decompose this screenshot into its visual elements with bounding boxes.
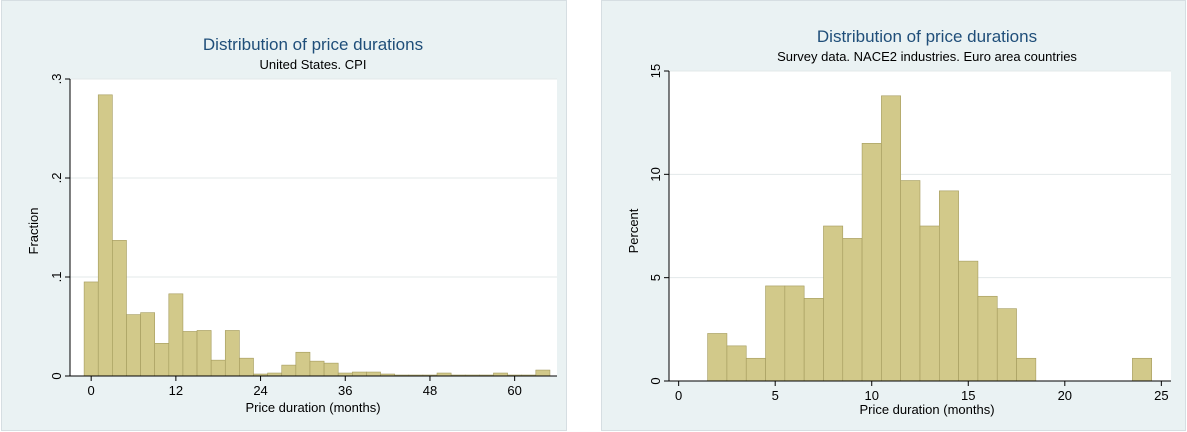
bar (1016, 357, 1037, 382)
bar (745, 357, 766, 382)
chart-title: Distribution of price durations (203, 35, 423, 54)
histogram-euro-survey: Distribution of price durations Survey d… (626, 27, 1171, 417)
bar (140, 312, 155, 377)
chart-panel-euro-survey: Distribution of price durations Survey d… (601, 0, 1186, 431)
bar (707, 333, 728, 382)
y-axis-label: Percent (626, 208, 641, 253)
bar (1132, 357, 1152, 382)
x-tick-label: 60 (507, 383, 521, 398)
y-axis-label: Fraction (26, 208, 41, 255)
bar (182, 331, 198, 377)
bar (726, 345, 747, 382)
chart-subtitle: United States. CPI (260, 57, 367, 72)
chart-subtitle: Survey data. NACE2 industries. Euro area… (777, 49, 1077, 64)
bar (352, 371, 367, 377)
chart-panel-us-cpi: Distribution of price durations United S… (1, 0, 567, 431)
bar (535, 369, 551, 377)
x-tick-label: 24 (253, 383, 267, 398)
bar (224, 330, 240, 377)
bar (919, 225, 940, 382)
x-tick-label: 15 (961, 388, 975, 403)
chart-title: Distribution of price durations (817, 27, 1037, 46)
bar (323, 362, 339, 377)
x-tick-label: 36 (338, 383, 352, 398)
bar (168, 293, 184, 377)
bar (784, 285, 805, 382)
histogram-us-cpi: Distribution of price durations United S… (26, 35, 557, 415)
bar (97, 94, 113, 377)
bar (295, 351, 311, 377)
y-tick-label: 0 (49, 372, 64, 379)
bar (842, 238, 863, 382)
bar (112, 240, 127, 377)
bar (83, 281, 99, 377)
bar (823, 225, 844, 382)
bar (210, 359, 226, 377)
bar (154, 343, 170, 377)
y-tick-label: 0 (648, 377, 663, 384)
bar (881, 95, 901, 382)
bar (309, 360, 325, 377)
y-tick-label: 5 (648, 274, 663, 281)
bar (366, 371, 381, 377)
bar (939, 190, 959, 382)
x-tick-label: 10 (864, 388, 878, 403)
bar (803, 298, 824, 382)
x-axis-label: Price duration (months) (859, 402, 994, 417)
y-tick-label: 15 (648, 64, 663, 78)
x-axis-label: Price duration (months) (245, 400, 380, 415)
bar (239, 357, 254, 377)
bar (996, 308, 1017, 382)
bar (126, 314, 141, 377)
y-tick-label: 10 (648, 167, 663, 181)
y-tick-label: .3 (49, 74, 64, 85)
y-tick-label: .1 (49, 272, 64, 283)
bar (958, 260, 979, 382)
x-tick-label: 5 (772, 388, 779, 403)
bar (281, 364, 297, 377)
x-tick-label: 25 (1154, 388, 1168, 403)
x-tick-label: 20 (1058, 388, 1072, 403)
x-tick-label: 0 (675, 388, 682, 403)
x-tick-label: 48 (423, 383, 437, 398)
x-tick-label: 12 (169, 383, 183, 398)
bar (861, 143, 882, 382)
x-tick-label: 0 (88, 383, 95, 398)
bar (977, 295, 998, 382)
bar (765, 285, 786, 382)
y-tick-label: .2 (49, 173, 64, 184)
bar (196, 330, 212, 377)
bar (900, 180, 921, 382)
